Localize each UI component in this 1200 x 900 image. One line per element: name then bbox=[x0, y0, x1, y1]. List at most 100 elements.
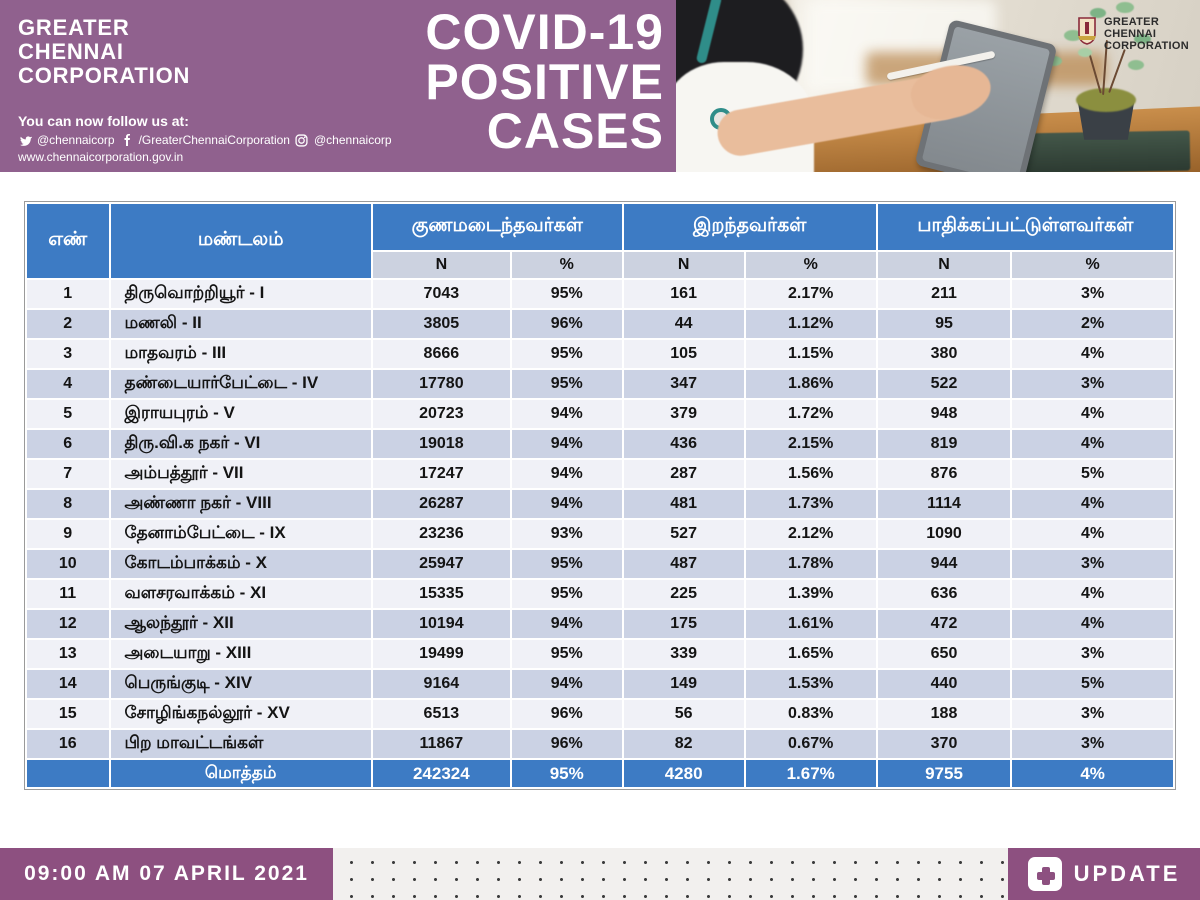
cell-zone: பெருங்குடி - XIV bbox=[110, 670, 371, 698]
cell-deaths-pct: 1.12% bbox=[745, 310, 876, 338]
cell-zone: தண்டையார்பேட்டை - IV bbox=[110, 370, 371, 398]
table-row: 8 அண்ணா நகர் - VIII 26287 94% 481 1.73% 1114 4% bbox=[27, 490, 1173, 518]
cell-deaths-n: 149 bbox=[623, 670, 744, 698]
facebook-icon bbox=[120, 133, 134, 147]
cell-deaths-n: 82 bbox=[623, 730, 744, 758]
total-label: மொத்தம் bbox=[110, 760, 371, 787]
page-title: COVID-19 POSITIVE CASES bbox=[425, 4, 664, 159]
cell-zone: தேனாம்பேட்டை - IX bbox=[110, 520, 371, 548]
brand-line: CHENNAI bbox=[18, 38, 124, 64]
cell-serial: 13 bbox=[27, 640, 109, 668]
cell-serial: 12 bbox=[27, 610, 109, 638]
subheader-pct: % bbox=[511, 252, 622, 278]
plant-leaf bbox=[1078, 48, 1092, 57]
gcc-crest-icon bbox=[1076, 16, 1098, 51]
plant-moss bbox=[1076, 88, 1136, 112]
cell-deaths-n: 436 bbox=[623, 430, 744, 458]
cell-deaths-n: 44 bbox=[623, 310, 744, 338]
cell-recovered-pct: 95% bbox=[511, 640, 622, 668]
plant-stem bbox=[1108, 49, 1126, 93]
cell-deaths-pct: 1.65% bbox=[745, 640, 876, 668]
cell-affected-n: 636 bbox=[877, 580, 1011, 608]
cell-serial: 4 bbox=[27, 370, 109, 398]
cell-deaths-n: 527 bbox=[623, 520, 744, 548]
covid-cases-table: எண் மண்டலம் குணமடைந்தவர்கள் இறந்தவர்கள் … bbox=[24, 201, 1176, 790]
cell-deaths-n: 225 bbox=[623, 580, 744, 608]
instagram-handle: @chennaicorp bbox=[313, 133, 392, 147]
update-label: UPDATE bbox=[1073, 861, 1181, 886]
update-button[interactable]: UPDATE bbox=[1008, 848, 1200, 900]
footer: 09:00 AM 07 APRIL 2021 UPDATE bbox=[0, 848, 1200, 900]
cell-deaths-n: 487 bbox=[623, 550, 744, 578]
cell-recovered-pct: 96% bbox=[511, 700, 622, 728]
website-url: www.chennaicorporation.gov.in bbox=[18, 150, 184, 164]
cell-recovered-n: 15335 bbox=[372, 580, 510, 608]
cell-deaths-n: 287 bbox=[623, 460, 744, 488]
cell-recovered-pct: 94% bbox=[511, 400, 622, 428]
cell-recovered-pct: 94% bbox=[511, 460, 622, 488]
cell-deaths-pct: 1.61% bbox=[745, 610, 876, 638]
cell-affected-pct: 4% bbox=[1012, 490, 1173, 518]
total-affected-pct: 4% bbox=[1012, 760, 1173, 787]
cell-recovered-n: 6513 bbox=[372, 700, 510, 728]
title-line: CASES bbox=[486, 103, 664, 159]
photo-logo-line: CHENNAI bbox=[1104, 28, 1157, 41]
cell-deaths-pct: 1.39% bbox=[745, 580, 876, 608]
photo-logo-line: CORPORATION bbox=[1104, 40, 1189, 53]
table-row: 11 வளசரவாக்கம் - XI 15335 95% 225 1.39% 636 4% bbox=[27, 580, 1173, 608]
cell-zone: அம்பத்தூர் - VII bbox=[110, 460, 371, 488]
cell-zone: கோடம்பாக்கம் - X bbox=[110, 550, 371, 578]
cell-affected-n: 95 bbox=[877, 310, 1011, 338]
header-recovered: குணமடைந்தவர்கள் bbox=[372, 204, 622, 250]
subheader-n: N bbox=[623, 252, 744, 278]
table-row: 12 ஆலந்தூர் - XII 10194 94% 175 1.61% 472 4% bbox=[27, 610, 1173, 638]
cell-deaths-pct: 1.56% bbox=[745, 460, 876, 488]
cell-affected-pct: 4% bbox=[1012, 610, 1173, 638]
cell-serial: 11 bbox=[27, 580, 109, 608]
cell-affected-n: 188 bbox=[877, 700, 1011, 728]
cell-affected-pct: 2% bbox=[1012, 310, 1173, 338]
header-zone: மண்டலம் bbox=[110, 204, 371, 278]
subheader-n: N bbox=[877, 252, 1011, 278]
plus-icon bbox=[1027, 857, 1062, 891]
cell-deaths-pct: 2.17% bbox=[745, 280, 876, 308]
cell-zone: அடையாறு - XIII bbox=[110, 640, 371, 668]
cell-recovered-n: 8666 bbox=[372, 340, 510, 368]
cell-zone: மாதவரம் - III bbox=[110, 340, 371, 368]
facebook-handle: /GreaterChennaiCorporation bbox=[138, 133, 290, 147]
brand-line: GREATER bbox=[18, 15, 130, 40]
cell-serial: 6 bbox=[27, 430, 109, 458]
twitter-handle: @chennaicorp bbox=[37, 133, 115, 147]
cell-affected-pct: 5% bbox=[1012, 460, 1173, 488]
cell-recovered-pct: 96% bbox=[511, 730, 622, 758]
cell-affected-n: 876 bbox=[877, 460, 1011, 488]
cell-affected-n: 522 bbox=[877, 370, 1011, 398]
table-row: 7 அம்பத்தூர் - VII 17247 94% 287 1.56% 876 5% bbox=[27, 460, 1173, 488]
cell-recovered-n: 17780 bbox=[372, 370, 510, 398]
total-row: மொத்தம் 242324 95% 4280 1.67% 9755 4% bbox=[27, 760, 1173, 787]
table-row: 6 திரு.வி.க நகர் - VI 19018 94% 436 2.15% 819 4… bbox=[27, 430, 1173, 458]
cell-affected-pct: 4% bbox=[1012, 580, 1173, 608]
cell-recovered-pct: 95% bbox=[511, 280, 622, 308]
cell-serial: 15 bbox=[27, 700, 109, 728]
total-recovered-pct: 95% bbox=[511, 760, 622, 787]
cell-deaths-pct: 1.15% bbox=[745, 340, 876, 368]
cell-affected-pct: 3% bbox=[1012, 370, 1173, 398]
cell-affected-n: 1114 bbox=[877, 490, 1011, 518]
plant-leaf bbox=[1046, 56, 1062, 66]
title-line: COVID-19 bbox=[425, 4, 664, 60]
cell-affected-pct: 3% bbox=[1012, 730, 1173, 758]
subheader-n: N bbox=[372, 252, 510, 278]
subheader-pct: % bbox=[1012, 252, 1173, 278]
cell-affected-n: 819 bbox=[877, 430, 1011, 458]
cell-affected-pct: 3% bbox=[1012, 280, 1173, 308]
cell-affected-pct: 3% bbox=[1012, 700, 1173, 728]
social-handles: @chennaicorp /GreaterChennaiCorporation … bbox=[18, 133, 392, 147]
cell-recovered-pct: 95% bbox=[511, 580, 622, 608]
cell-serial: 9 bbox=[27, 520, 109, 548]
cell-deaths-pct: 2.15% bbox=[745, 430, 876, 458]
cell-affected-pct: 5% bbox=[1012, 670, 1173, 698]
photo-logo: GREATER CHENNAI CORPORATION bbox=[1076, 16, 1189, 52]
cell-deaths-pct: 1.86% bbox=[745, 370, 876, 398]
cell-zone: இராயபுரம் - V bbox=[110, 400, 371, 428]
